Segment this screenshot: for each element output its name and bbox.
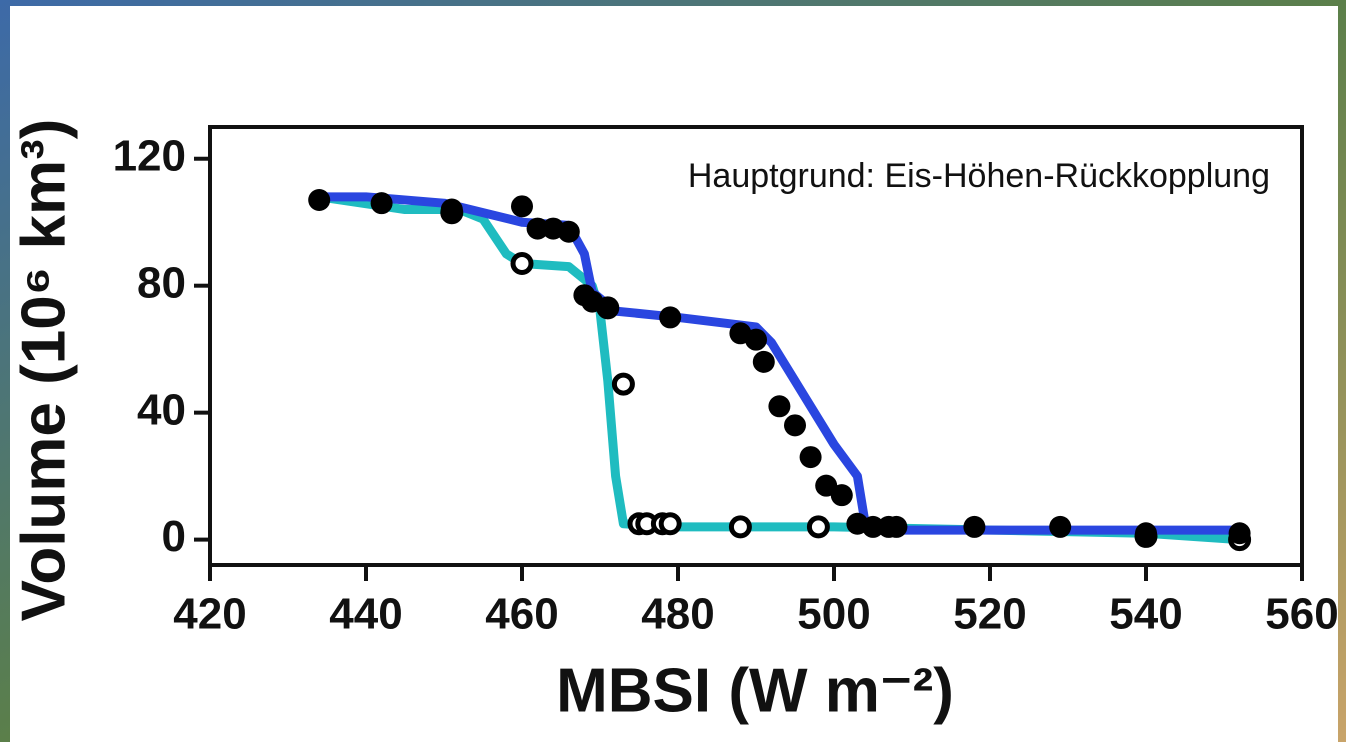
y-tick-label: 0 <box>162 512 186 561</box>
filled-marker <box>862 515 884 538</box>
filled-marker <box>526 217 549 240</box>
filled-marker <box>784 414 806 437</box>
filled-marker <box>1049 515 1072 538</box>
x-tick-label: 520 <box>953 590 1026 639</box>
x-tick-label: 420 <box>173 590 246 639</box>
filled-marker <box>745 328 767 351</box>
y-tick-label: 40 <box>137 385 186 434</box>
open-marker <box>510 251 534 275</box>
filled-marker <box>1228 522 1251 545</box>
y-tick-label: 120 <box>113 131 186 180</box>
x-axis-label: MBSI (W m⁻²) <box>556 656 954 725</box>
x-tick-label: 460 <box>485 590 558 639</box>
open-marker <box>658 512 682 536</box>
x-tick-label: 540 <box>1109 590 1182 639</box>
filled-marker <box>308 189 331 211</box>
filled-marker <box>830 484 853 507</box>
y-axis-label: Volume (10⁶ km³) <box>9 119 78 622</box>
filled-marker <box>440 198 463 221</box>
x-tick-label: 560 <box>1265 590 1338 639</box>
plot-frame <box>208 125 1304 567</box>
filled-marker <box>511 195 533 218</box>
filled-marker <box>799 446 822 469</box>
filled-marker <box>557 220 580 243</box>
filled-marker <box>885 515 908 538</box>
filled-marker <box>768 395 791 418</box>
filled-marker <box>752 350 775 373</box>
open-marker <box>728 515 752 539</box>
open-marker <box>806 515 830 539</box>
filled-marker <box>659 306 682 329</box>
filled-marker <box>1135 522 1157 545</box>
open-marker <box>611 372 635 396</box>
x-tick-label: 500 <box>797 590 870 639</box>
series-line <box>319 192 1240 535</box>
filled-marker <box>596 296 619 319</box>
filled-marker <box>963 515 986 538</box>
y-tick-label: 80 <box>137 258 186 307</box>
x-tick-label: 440 <box>329 590 402 639</box>
x-tick-label: 480 <box>641 590 714 639</box>
annotation: Hauptgrund: Eis-Höhen-Rückkopplung <box>688 157 1270 195</box>
filled-marker <box>370 192 393 215</box>
